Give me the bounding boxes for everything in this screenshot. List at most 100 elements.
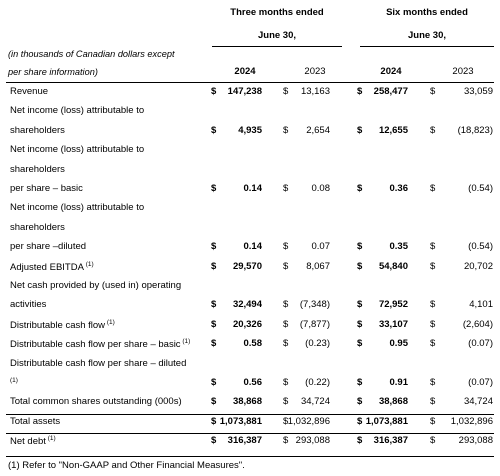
currency-symbol: $ — [283, 299, 289, 311]
six-months-date: June 30, — [407, 30, 447, 41]
row-label: Distributable cash flow (1) — [10, 318, 115, 331]
currency-symbol: $ — [430, 260, 436, 272]
cell-value: 32,494 — [232, 299, 262, 311]
currency-symbol: $ — [211, 318, 217, 330]
cell-value: 293,088 — [458, 435, 493, 447]
cell-value: 20,702 — [463, 260, 493, 272]
cell-value: 258,477 — [373, 86, 408, 97]
cell-value: (0.07) — [468, 377, 493, 388]
cell-value: 12,655 — [378, 124, 408, 136]
currency-symbol: $ — [283, 377, 289, 388]
currency-symbol: $ — [283, 396, 289, 408]
row-label: per share – basic — [10, 183, 83, 194]
row-label: Net income (loss) attributable to — [10, 105, 145, 117]
cell-value: 8,067 — [306, 260, 330, 272]
cell-value: 1,032,896 — [450, 415, 493, 427]
currency-symbol: $ — [211, 86, 217, 97]
currency-symbol: $ — [211, 396, 217, 408]
currency-symbol: $ — [283, 241, 289, 253]
row-label: activities — [10, 299, 47, 311]
currency-symbol: $ — [283, 183, 289, 194]
currency-symbol: $ — [283, 435, 289, 447]
cell-value: 34,724 — [463, 396, 493, 408]
currency-symbol: $ — [283, 124, 289, 136]
cell-value: 0.91 — [389, 377, 409, 388]
cell-value: 316,387 — [373, 435, 408, 447]
currency-symbol: $ — [430, 415, 436, 427]
footnote: (1) Refer to "Non-GAAP and Other Financi… — [8, 460, 245, 471]
cell-value: 0.14 — [243, 183, 263, 194]
currency-symbol: $ — [283, 260, 289, 272]
cell-value: 293,088 — [295, 435, 330, 447]
currency-symbol: $ — [357, 260, 363, 272]
currency-symbol: $ — [211, 124, 217, 136]
bottom-rule — [6, 456, 494, 457]
cell-value: 34,724 — [300, 396, 330, 408]
cell-value: (7,348) — [299, 299, 330, 311]
currency-symbol: $ — [430, 124, 436, 136]
currency-symbol: $ — [283, 338, 289, 350]
cell-value: (0.54) — [468, 241, 493, 253]
currency-symbol: $ — [211, 435, 217, 447]
cell-value: (18,823) — [457, 124, 493, 136]
year-2024-six-months: 2024 — [380, 66, 402, 77]
cell-value: 0.07 — [311, 241, 331, 253]
cell-value: 1,073,881 — [365, 415, 408, 427]
cell-value: 0.95 — [389, 338, 409, 350]
currency-symbol: $ — [283, 86, 289, 97]
header-rule-three-months — [212, 46, 342, 47]
cell-value: 38,868 — [232, 396, 262, 408]
header-rule-six-months — [360, 46, 494, 47]
cell-value: 0.36 — [389, 183, 409, 194]
cell-value: 0.08 — [311, 183, 331, 194]
cell-value: 4,101 — [469, 299, 493, 311]
currency-symbol: $ — [430, 299, 436, 311]
row-label: Net cash provided by (used in) operating — [10, 280, 182, 291]
row-label: Distributable cash flow per share – dilu… — [10, 357, 187, 369]
footnote-ref: (1) — [10, 377, 18, 384]
currency-symbol: $ — [211, 338, 217, 350]
year-2023-three-months: 2023 — [304, 66, 326, 77]
cell-value: 4,935 — [238, 124, 262, 136]
row-label: Revenue — [10, 86, 49, 97]
cell-value: 29,570 — [232, 260, 262, 272]
cell-value: (0.22) — [305, 377, 330, 388]
row-label: Distributable cash flow per share – basi… — [10, 338, 191, 351]
currency-symbol: $ — [430, 318, 436, 330]
row-label: Total common shares outstanding (000s) — [10, 396, 182, 408]
currency-symbol: $ — [357, 338, 363, 350]
row-label: Total assets — [10, 415, 61, 427]
currency-symbol: $ — [211, 260, 217, 272]
currency-symbol: $ — [211, 241, 217, 253]
currency-symbol: $ — [357, 86, 363, 97]
three-months-title: Three months ended — [230, 7, 324, 18]
cell-value: 33,059 — [463, 86, 493, 97]
currency-symbol: $ — [430, 435, 436, 447]
currency-symbol: $ — [430, 241, 436, 253]
currency-symbol: $ — [357, 241, 363, 253]
currency-symbol: $ — [357, 318, 363, 330]
cell-value: 1,073,881 — [219, 415, 262, 427]
cell-value: 54,840 — [378, 260, 408, 272]
cell-value: (7,877) — [299, 318, 330, 330]
row-label: shareholders — [10, 221, 65, 233]
row-label: (1) — [10, 377, 18, 389]
currency-symbol: $ — [283, 318, 289, 330]
row-separator — [6, 433, 494, 435]
currency-symbol: $ — [357, 124, 363, 136]
footnote-ref: (1) — [83, 260, 94, 268]
cell-value: 1,032,896 — [287, 415, 330, 427]
cell-value: 0.58 — [243, 338, 263, 350]
currency-symbol: $ — [430, 377, 436, 388]
footnote-ref: (1) — [105, 318, 115, 326]
row-label: shareholders — [10, 163, 65, 175]
cell-value: 33,107 — [378, 318, 408, 330]
row-label: shareholders — [10, 124, 65, 136]
cell-value: (0.23) — [305, 338, 330, 350]
row-label: Net income (loss) attributable to — [10, 144, 145, 156]
cell-value: 20,326 — [232, 318, 262, 330]
currency-symbol: $ — [430, 183, 436, 194]
unit-note-line1: (in thousands of Canadian dollars except — [8, 49, 175, 59]
unit-note-line2: per share information) — [8, 67, 98, 77]
cell-value: 0.35 — [389, 241, 409, 253]
